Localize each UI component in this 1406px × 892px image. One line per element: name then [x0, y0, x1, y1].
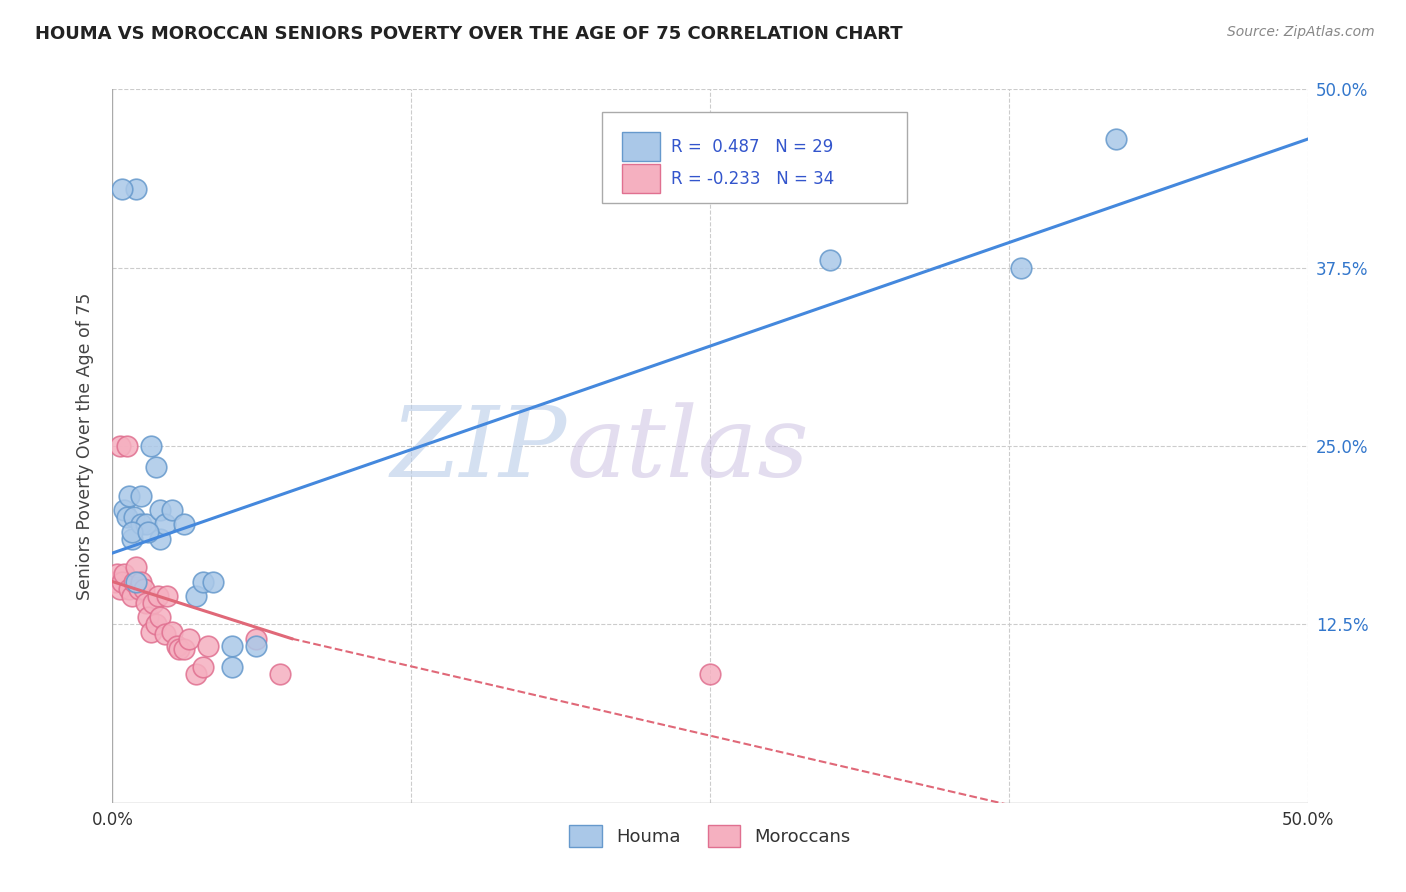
Point: [132, 582, 155, 596]
Point: [115, 510, 138, 524]
Point: [146, 589, 169, 603]
Point: [142, 596, 165, 610]
Text: HOUMA VS MOROCCAN SENIORS POVERTY OVER THE AGE OF 75 CORRELATION CHART: HOUMA VS MOROCCAN SENIORS POVERTY OVER T…: [35, 25, 903, 43]
Point: [122, 510, 145, 524]
Point: [125, 574, 148, 589]
Point: [111, 182, 134, 196]
FancyBboxPatch shape: [621, 133, 659, 161]
Point: [104, 574, 127, 589]
Text: Source: ZipAtlas.com: Source: ZipAtlas.com: [1227, 25, 1375, 39]
Point: [221, 660, 243, 674]
Point: [162, 624, 183, 639]
Y-axis label: Seniors Poverty Over the Age of 75: Seniors Poverty Over the Age of 75: [76, 293, 94, 599]
Point: [153, 627, 176, 641]
Point: [177, 632, 200, 646]
Point: [245, 632, 267, 646]
Point: [135, 517, 157, 532]
Point: [108, 439, 131, 453]
Point: [193, 660, 215, 674]
Point: [186, 589, 208, 603]
Point: [114, 567, 135, 582]
Point: [818, 253, 841, 268]
FancyBboxPatch shape: [603, 112, 907, 203]
Point: [139, 439, 162, 453]
Point: [138, 524, 160, 539]
Text: ZIP: ZIP: [391, 402, 567, 497]
Point: [221, 639, 243, 653]
Legend: Houma, Moroccans: Houma, Moroccans: [562, 818, 858, 855]
Text: atlas: atlas: [567, 402, 810, 497]
Point: [121, 524, 143, 539]
Point: [111, 574, 134, 589]
Point: [105, 567, 128, 582]
Point: [108, 582, 131, 596]
Point: [122, 574, 145, 589]
Point: [129, 489, 152, 503]
Point: [173, 517, 195, 532]
Point: [139, 624, 162, 639]
Point: [138, 610, 160, 624]
Point: [145, 617, 167, 632]
Text: R = -0.233   N = 34: R = -0.233 N = 34: [671, 169, 834, 187]
Point: [186, 667, 208, 681]
Point: [121, 589, 143, 603]
Point: [269, 667, 291, 681]
Point: [129, 517, 152, 532]
FancyBboxPatch shape: [621, 164, 659, 193]
Point: [699, 667, 721, 681]
Text: R =  0.487   N = 29: R = 0.487 N = 29: [671, 137, 832, 156]
Point: [121, 532, 143, 546]
Point: [169, 641, 191, 656]
Point: [149, 532, 172, 546]
Point: [1010, 260, 1032, 275]
Point: [149, 503, 172, 517]
Point: [114, 503, 135, 517]
Point: [125, 182, 148, 196]
Point: [201, 574, 224, 589]
Point: [128, 582, 150, 596]
Point: [197, 639, 219, 653]
Point: [245, 639, 267, 653]
Point: [1105, 132, 1128, 146]
Point: [135, 596, 157, 610]
Point: [156, 589, 179, 603]
Point: [173, 641, 195, 656]
Point: [125, 560, 148, 574]
Point: [162, 503, 183, 517]
Point: [129, 574, 152, 589]
Point: [153, 517, 176, 532]
Point: [115, 439, 138, 453]
Point: [149, 610, 172, 624]
Point: [193, 574, 215, 589]
Point: [166, 639, 188, 653]
Point: [118, 489, 141, 503]
Point: [145, 460, 167, 475]
Point: [118, 582, 141, 596]
